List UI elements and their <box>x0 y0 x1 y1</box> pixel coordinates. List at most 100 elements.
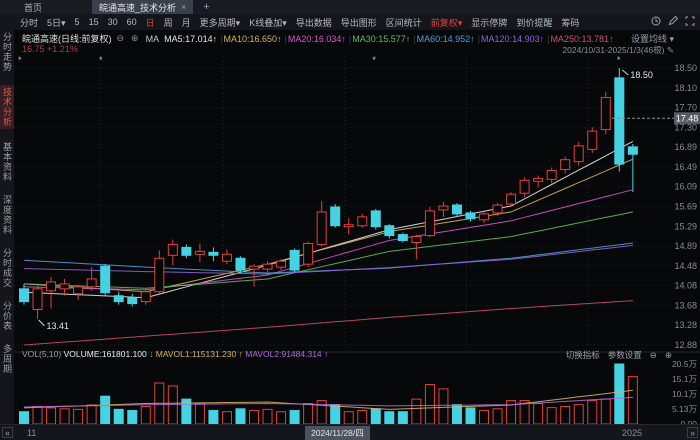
period-toolbar: 分时 5日▾ 5 15 30 60 日周月更多周期▾ K线叠加▾ 导出数据 导出图形 区间统计 前复权… <box>14 14 700 30</box>
sidebar-item-1[interactable]: 技术分析 <box>0 85 14 129</box>
scroll-left-button[interactable]: « <box>2 427 13 438</box>
svg-text:13.28: 13.28 <box>674 320 697 330</box>
toolbar-item-1[interactable]: 5日▾ <box>47 17 66 28</box>
sidebar-item-5[interactable]: 分价表 <box>2 301 12 331</box>
sidebar-item-6[interactable]: 多周期 <box>2 344 12 374</box>
svg-text:16.89: 16.89 <box>674 142 697 152</box>
toolbar-item-4[interactable]: 30 <box>107 17 118 27</box>
volume-header-actions: 切换指标 参数设置 ⊖ ⊕ <box>566 349 672 361</box>
svg-text:18.50: 18.50 <box>630 70 653 80</box>
switch-indicator-button[interactable]: 切换指标 <box>565 350 600 360</box>
svg-text:17.30: 17.30 <box>674 122 697 132</box>
toolbar-icons <box>651 16 695 26</box>
svg-text:17.70: 17.70 <box>674 103 697 113</box>
scroll-right-button[interactable]: » <box>687 427 698 438</box>
svg-text:10.1万: 10.1万 <box>672 389 697 399</box>
ma-value-MA30: MA30:15.577↑ <box>352 33 411 44</box>
ma-separator: | <box>547 33 550 44</box>
ma-settings-button[interactable]: 设置均线 ▾ <box>630 34 674 44</box>
sidebar-item-2[interactable]: 基本资料 <box>2 142 12 182</box>
toolbar-item-12[interactable]: 导出图形 <box>340 17 377 28</box>
remove-pane-icon[interactable]: ⊖ <box>649 349 657 360</box>
last-price: 16.75 <box>22 44 45 54</box>
toolbar-item-9[interactable]: 更多周期▾ <box>199 17 241 28</box>
ma-value-MA20: MA20:16.034↑ <box>287 33 346 44</box>
clock-icon[interactable] <box>651 16 661 26</box>
indicator-params-button[interactable]: 参数设置 <box>607 350 642 360</box>
volume-value: VOLUME:161801.100 <box>63 349 147 359</box>
change-percent: +1.21% <box>47 44 78 54</box>
chart-canvas: 18.50 18.10 17.70 17.30 16.89 16.49 16.09 15.69… <box>14 55 700 424</box>
toolbar-item-3[interactable]: 15 <box>88 17 99 27</box>
visible-range: 2024/10/31-2025/1/3(46根) ✎ <box>562 44 674 56</box>
mavol2-arrow: ↑ <box>324 349 329 359</box>
svg-text:15.1万: 15.1万 <box>672 374 697 384</box>
svg-text:14.08: 14.08 <box>674 281 697 291</box>
ma-values: MA5:17.014↑ |MA10:16.650↑ |MA20:16.034↑ |MA… <box>164 34 615 44</box>
last-price-change: 16.75 +1.21% <box>22 44 78 54</box>
crosshair-date-label: 2024/11/28/四 <box>305 426 370 440</box>
chart-title-row: 皖通高速(日线:前复权) ⊖ ⊕ MA MA5:17.014↑ |MA10:16.… <box>22 32 615 45</box>
range-text: 2024/10/31-2025/1/3(46根) <box>562 45 665 55</box>
svg-text:*: * <box>18 55 22 65</box>
mavol2-value: MAVOL2:91484.314 <box>245 349 322 359</box>
toolbar-item-14[interactable]: 前复权▾ <box>430 17 463 28</box>
toolbar-item-13[interactable]: 区间统计 <box>385 17 422 28</box>
ma-separator: | <box>477 33 481 44</box>
toolbar-item-10[interactable]: K线叠加▾ <box>249 17 287 28</box>
svg-text:16.09: 16.09 <box>674 182 697 192</box>
svg-text:17.48: 17.48 <box>676 113 699 123</box>
ma-value-MA60: MA60:14.952↑ <box>416 33 475 44</box>
svg-text:*: * <box>99 55 103 65</box>
ma-value-MA120: MA120:14.903↑ <box>481 33 545 44</box>
add-tab-icon[interactable]: + <box>203 1 210 13</box>
pencil-icon[interactable] <box>668 16 678 26</box>
ma-separator: | <box>413 33 416 44</box>
close-icon[interactable]: × <box>181 2 187 12</box>
svg-text:18.50: 18.50 <box>674 63 697 73</box>
tab-label: 皖通高速_技术分析 <box>99 2 177 13</box>
tab-home[interactable]: 首页 <box>24 2 43 13</box>
toolbar-item-8[interactable]: 月 <box>181 17 191 28</box>
kline-chart[interactable]: 18.50 18.10 17.70 17.30 16.89 16.49 16.09 15.69… <box>14 30 700 424</box>
tab-bar: 首页 皖通高速_技术分析 × + <box>0 0 700 14</box>
edit-range-icon[interactable]: ✎ <box>666 45 674 55</box>
sidebar-item-0[interactable]: 分时走势 <box>2 32 12 72</box>
toolbar-item-0[interactable]: 分时 <box>20 17 39 28</box>
ma-separator: | <box>220 33 223 44</box>
ma-separator: | <box>284 33 287 44</box>
toolbar-item-16[interactable]: 到价提醒 <box>516 17 553 28</box>
add-pane-icon[interactable]: ⊕ <box>664 349 672 360</box>
svg-text:13.41: 13.41 <box>47 321 70 331</box>
ma-separator: | <box>348 33 352 44</box>
toolbar-item-6[interactable]: 日 <box>145 17 155 28</box>
volume-header: VOL(5,10) VOLUME:161801.100 ↓ MAVOL1:115… <box>22 349 328 359</box>
ma-value-MA5: MA5:17.014↑ <box>164 33 218 44</box>
svg-text:13.68: 13.68 <box>674 300 697 310</box>
tab-stock-analysis[interactable]: 皖通高速_技术分析 × <box>92 0 194 14</box>
toolbar-item-11[interactable]: 导出数据 <box>295 17 332 28</box>
svg-text:18.10: 18.10 <box>674 83 697 93</box>
vol-indicator-label[interactable]: VOL(5,10) <box>22 349 62 359</box>
svg-text:*: * <box>617 55 621 65</box>
svg-text:12.88: 12.88 <box>674 340 697 350</box>
toolbar-item-17[interactable]: 筹码 <box>561 17 580 28</box>
svg-text:14.48: 14.48 <box>674 261 697 271</box>
sidebar-item-3[interactable]: 深度资料 <box>2 195 12 235</box>
ma-value-MA10: MA10:16.650↑ <box>223 33 282 44</box>
instrument-title: 皖通高速(日线:前复权) <box>22 34 112 44</box>
toolbar-item-2[interactable]: 5 <box>74 17 80 27</box>
sidebar-item-4[interactable]: 分时成交 <box>2 248 12 288</box>
fullscreen-icon[interactable] <box>685 16 695 26</box>
svg-text:16.49: 16.49 <box>674 162 697 172</box>
toolbar-item-15[interactable]: 显示停牌 <box>471 17 508 28</box>
svg-text:0.00: 0.00 <box>680 419 697 424</box>
mavol1-arrow: ↑ <box>238 349 243 359</box>
ma-value-MA250: MA250:13.781↑ <box>550 33 614 44</box>
month-tick-label: 11 <box>27 428 37 438</box>
zoom-out-icon[interactable]: ⊖ <box>116 33 127 43</box>
zoom-in-icon[interactable]: ⊕ <box>131 33 141 43</box>
toolbar-item-7[interactable]: 周 <box>163 17 173 28</box>
year-tick-label: 2025 <box>622 428 643 438</box>
toolbar-item-5[interactable]: 60 <box>126 17 137 27</box>
